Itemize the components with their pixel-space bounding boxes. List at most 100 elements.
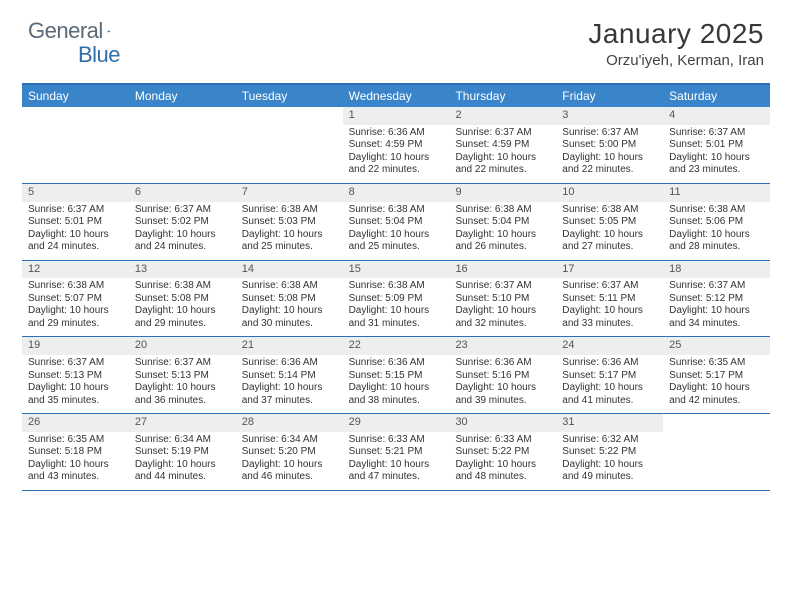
day-number: 13 [135,263,147,275]
day-cell: 24 Sunrise: 6:36 AMSunset: 5:17 PMDayligh… [556,337,663,413]
sunset-line: Sunset: 5:22 PM [455,446,550,459]
daylight-line: Daylight: 10 hours [28,229,123,242]
day-body: Sunrise: 6:38 AMSunset: 5:04 PMDaylight:… [449,204,556,254]
sunrise-line: Sunrise: 6:35 AM [28,434,123,447]
daylight-line: Daylight: 10 hours [669,305,764,318]
day-cell: 4 Sunrise: 6:37 AMSunset: 5:01 PMDaylight… [663,107,770,183]
day-number: 10 [562,186,574,198]
sunset-line: Sunset: 4:59 PM [455,139,550,152]
daylight-line: Daylight: 10 hours [562,152,657,165]
day-body: Sunrise: 6:38 AMSunset: 5:08 PMDaylight:… [129,280,236,330]
sunrise-line: Sunrise: 6:37 AM [28,357,123,370]
day-cell: 26Sunrise: 6:35 AMSunset: 5:18 PMDayligh… [22,414,129,490]
day-number: 23 [455,339,467,351]
daylight-line: Daylight: 10 hours [242,459,337,472]
daylight-line: and 36 minutes. [135,395,230,408]
daylight-line: and 44 minutes. [135,471,230,484]
daylight-line: and 22 minutes. [455,164,550,177]
daylight-line: and 49 minutes. [562,471,657,484]
daylight-line: Daylight: 10 hours [669,382,764,395]
day-number [28,109,31,121]
sunrise-line: Sunrise: 6:37 AM [455,127,550,140]
dow-header-cell: Tuesday [236,85,343,107]
day-number: 24 [562,339,574,351]
day-number-bar [129,107,236,125]
day-number-bar: 21 [236,337,343,355]
day-body: Sunrise: 6:36 AMSunset: 5:17 PMDaylight:… [556,357,663,407]
day-number-bar: 27 [129,414,236,432]
sunrise-line: Sunrise: 6:38 AM [242,280,337,293]
day-number: 31 [562,416,574,428]
day-body: Sunrise: 6:37 AMSunset: 5:01 PMDaylight:… [663,127,770,177]
day-number-bar: 17 [556,261,663,279]
day-number: 22 [349,339,361,351]
daylight-line: and 34 minutes. [669,318,764,331]
sunset-line: Sunset: 5:13 PM [135,370,230,383]
day-cell: 27 Sunrise: 6:34 AMSunset: 5:19 PMDayligh… [129,414,236,490]
day-number: 2 [455,109,461,121]
day-cell: 31 Sunrise: 6:32 AMSunset: 5:22 PMDayligh… [556,414,663,490]
day-number-bar: 13 [129,261,236,279]
day-number-bar: 22 [343,337,450,355]
daylight-line: Daylight: 10 hours [242,382,337,395]
day-body: Sunrise: 6:34 AMSunset: 5:19 PMDaylight:… [129,434,236,484]
day-body: Sunrise: 6:38 AMSunset: 5:07 PMDaylight:… [22,280,129,330]
daylight-line: Daylight: 10 hours [349,152,444,165]
day-cell: 17Sunrise: 6:37 AMSunset: 5:11 PMDayligh… [556,261,663,337]
daylight-line: Daylight: 10 hours [28,305,123,318]
day-number-bar: 14 [236,261,343,279]
sunset-line: Sunset: 5:01 PM [28,216,123,229]
day-body: Sunrise: 6:37 AMSunset: 4:59 PMDaylight:… [449,127,556,177]
daylight-line: Daylight: 10 hours [349,459,444,472]
day-body: Sunrise: 6:38 AMSunset: 5:06 PMDaylight:… [663,204,770,254]
dow-header-cell: Saturday [663,85,770,107]
daylight-line: Daylight: 10 hours [135,305,230,318]
daylight-line: Daylight: 10 hours [242,229,337,242]
daylight-line: and 22 minutes. [349,164,444,177]
day-number: 17 [562,263,574,275]
day-cell: 20Sunrise: 6:37 AMSunset: 5:13 PMDayligh… [129,337,236,413]
day-number-bar: 7 [236,184,343,202]
day-body: Sunrise: 6:36 AMSunset: 5:15 PMDaylight:… [343,357,450,407]
brand-part2: Blue [78,42,120,68]
daylight-line: and 41 minutes. [562,395,657,408]
day-number-bar: 15 [343,261,450,279]
daylight-line: and 43 minutes. [28,471,123,484]
day-body: Sunrise: 6:37 AMSunset: 5:13 PMDaylight:… [129,357,236,407]
day-cell: 15Sunrise: 6:38 AMSunset: 5:09 PMDayligh… [343,261,450,337]
daylight-line: Daylight: 10 hours [135,229,230,242]
day-body: Sunrise: 6:36 AMSunset: 5:14 PMDaylight:… [236,357,343,407]
day-number: 28 [242,416,254,428]
daylight-line: and 24 minutes. [135,241,230,254]
sunset-line: Sunset: 5:07 PM [28,293,123,306]
daylight-line: and 25 minutes. [242,241,337,254]
day-number-bar: 4 [663,107,770,125]
dow-header-cell: Monday [129,85,236,107]
day-number: 5 [28,186,34,198]
daylight-line: Daylight: 10 hours [562,382,657,395]
day-number: 11 [669,186,680,198]
sunrise-line: Sunrise: 6:34 AM [242,434,337,447]
calendar-table: SundayMondayTuesdayWednesdayThursdayFrid… [22,83,770,491]
day-body: Sunrise: 6:32 AMSunset: 5:22 PMDaylight:… [556,434,663,484]
sunrise-line: Sunrise: 6:37 AM [562,127,657,140]
sunrise-line: Sunrise: 6:33 AM [349,434,444,447]
sunset-line: Sunset: 5:05 PM [562,216,657,229]
daylight-line: Daylight: 10 hours [455,459,550,472]
day-cell: 2 Sunrise: 6:37 AMSunset: 4:59 PMDaylight… [449,107,556,183]
day-number-bar: 2 [449,107,556,125]
day-number: 12 [28,263,40,275]
day-body: Sunrise: 6:38 AMSunset: 5:08 PMDaylight:… [236,280,343,330]
sunrise-line: Sunrise: 6:38 AM [135,280,230,293]
location-label: Orzu'iyeh, Kerman, Iran [588,52,764,69]
day-cell: 23Sunrise: 6:36 AMSunset: 5:16 PMDayligh… [449,337,556,413]
sunrise-line: Sunrise: 6:37 AM [28,204,123,217]
day-number-bar: 10 [556,184,663,202]
day-body: Sunrise: 6:37 AMSunset: 5:01 PMDaylight:… [22,204,129,254]
sunset-line: Sunset: 5:17 PM [562,370,657,383]
day-body: Sunrise: 6:33 AMSunset: 5:21 PMDaylight:… [343,434,450,484]
daylight-line: Daylight: 10 hours [349,382,444,395]
week-row: 26Sunrise: 6:35 AMSunset: 5:18 PMDayligh… [22,414,770,491]
day-number-bar: 29 [343,414,450,432]
sunrise-line: Sunrise: 6:38 AM [669,204,764,217]
